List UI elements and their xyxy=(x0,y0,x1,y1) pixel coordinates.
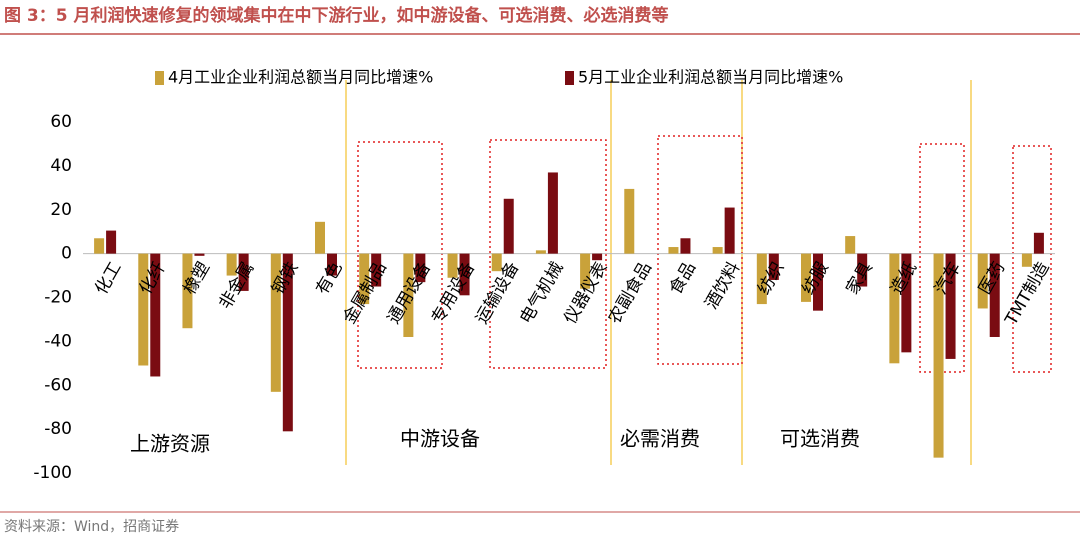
x-tick-label: 农副食品 xyxy=(605,259,656,328)
y-tick-label: 20 xyxy=(50,200,72,220)
legend-swatch xyxy=(155,71,164,85)
bar xyxy=(801,253,811,302)
bar xyxy=(668,247,679,254)
bar xyxy=(491,253,502,272)
legend-label: 5月工业企业利润总额当月同比增速% xyxy=(578,68,843,87)
bar xyxy=(901,253,912,353)
bar xyxy=(371,253,382,287)
bar xyxy=(724,207,735,254)
bar xyxy=(580,253,591,289)
y-tick-label: 0 xyxy=(61,244,72,264)
group-label: 中游设备 xyxy=(400,427,480,451)
bar xyxy=(624,188,635,254)
bar xyxy=(547,172,558,254)
source: 资料来源：Wind，招商证券 xyxy=(4,519,179,535)
y-tick-label: -40 xyxy=(44,331,72,351)
x-tick-label: 酒饮料 xyxy=(701,259,744,313)
bar xyxy=(535,250,546,254)
bar xyxy=(447,253,458,278)
bar xyxy=(282,253,293,432)
bar xyxy=(768,253,779,280)
bar xyxy=(327,253,337,276)
legend-swatch xyxy=(565,71,574,85)
bar xyxy=(138,253,149,366)
chart-title: 图 3：5 月利润快速修复的领域集中在中下游行业，如中游设备、可选消费、必选消费… xyxy=(4,5,669,26)
group-label: 上游资源 xyxy=(130,432,210,456)
bar xyxy=(933,253,944,458)
bar xyxy=(1033,232,1044,254)
x-tick-label: 家具 xyxy=(843,259,877,298)
bar xyxy=(150,253,161,377)
bar xyxy=(845,236,856,254)
bar xyxy=(592,253,603,261)
bar xyxy=(989,253,1000,337)
bar xyxy=(977,253,988,309)
highlight-boxes xyxy=(357,135,1052,373)
bar xyxy=(945,253,956,359)
bar xyxy=(712,247,723,254)
bar xyxy=(459,253,470,296)
bar xyxy=(403,253,414,337)
group-label: 可选消费 xyxy=(780,427,860,451)
x-tick-label: 有色 xyxy=(312,259,346,298)
bar xyxy=(415,253,426,283)
x-tick-label: 化工 xyxy=(91,259,125,298)
legend-label: 4月工业企业利润总额当月同比增速% xyxy=(168,68,433,87)
bar xyxy=(857,253,868,287)
bar xyxy=(238,253,249,291)
bar xyxy=(813,253,823,311)
bar xyxy=(1021,253,1032,267)
y-tick-label: -60 xyxy=(44,375,72,395)
bar xyxy=(270,253,281,392)
bar xyxy=(756,253,767,305)
bar xyxy=(94,238,105,254)
bar xyxy=(194,253,205,256)
group-dividers xyxy=(345,80,972,465)
bar xyxy=(889,253,900,364)
bar xyxy=(680,238,691,254)
bar xyxy=(226,253,237,276)
group-label: 必需消费 xyxy=(620,427,700,451)
y-tick-label: 60 xyxy=(50,112,72,132)
bar xyxy=(182,253,193,329)
y-tick-label: -100 xyxy=(33,463,72,483)
y-tick-label: -80 xyxy=(44,419,72,439)
bar xyxy=(359,253,370,305)
y-tick-label: -20 xyxy=(44,288,72,308)
bar xyxy=(315,221,325,254)
y-tick-label: 40 xyxy=(50,156,72,176)
bar xyxy=(503,198,514,254)
bar xyxy=(106,230,117,254)
x-tick-label: 非金属 xyxy=(215,259,258,313)
x-tick-label: 食品 xyxy=(666,259,700,298)
